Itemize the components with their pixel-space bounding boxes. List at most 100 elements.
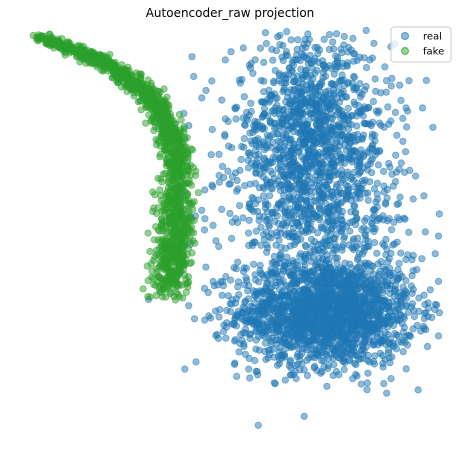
- point-fake: [176, 231, 184, 239]
- point-real: [346, 219, 354, 227]
- point-real: [244, 229, 253, 237]
- point-real: [426, 286, 434, 294]
- point-real: [215, 150, 223, 158]
- point-real: [255, 151, 263, 159]
- point-real: [396, 193, 404, 201]
- point-real: [319, 139, 327, 147]
- point-real: [420, 291, 428, 299]
- point-real: [305, 275, 314, 284]
- point-real: [351, 209, 360, 217]
- point-real: [289, 213, 298, 221]
- point-real: [354, 101, 363, 110]
- point-real: [279, 132, 287, 140]
- point-real: [296, 130, 305, 138]
- point-real: [227, 48, 235, 56]
- point-real: [265, 192, 274, 200]
- point-real: [319, 356, 328, 364]
- point-real: [363, 261, 371, 269]
- point-real: [315, 288, 323, 296]
- point-real: [362, 214, 370, 222]
- point-real: [232, 115, 240, 123]
- point-real: [434, 232, 443, 240]
- point-real: [261, 29, 269, 37]
- point-fake: [150, 95, 158, 103]
- point-real: [322, 208, 331, 216]
- legend-marker-real: [401, 32, 409, 40]
- point-real: [285, 297, 293, 306]
- point-real: [382, 235, 390, 243]
- point-real: [319, 74, 327, 82]
- point-fake: [180, 205, 189, 213]
- point-real: [257, 241, 265, 249]
- point-real: [240, 264, 248, 272]
- point-fake: [152, 281, 160, 289]
- point-real: [360, 303, 368, 311]
- point-real: [261, 204, 270, 212]
- point-real: [271, 119, 279, 127]
- plot-area: [29, 26, 444, 429]
- point-real: [403, 341, 412, 349]
- point-real: [362, 64, 371, 72]
- point-real: [340, 234, 348, 243]
- point-real: [410, 306, 418, 315]
- point-fake: [175, 110, 183, 119]
- point-real: [398, 273, 406, 281]
- point-real: [401, 287, 409, 295]
- point-real: [226, 180, 234, 188]
- point-real: [282, 71, 290, 79]
- series-fake: [29, 30, 202, 304]
- point-real: [403, 107, 412, 115]
- point-real: [336, 137, 344, 145]
- point-real: [330, 279, 338, 287]
- point-real: [327, 321, 336, 330]
- point-fake: [178, 255, 186, 263]
- point-fake: [112, 77, 121, 85]
- point-real: [320, 247, 328, 255]
- point-real: [360, 54, 368, 62]
- point-real: [267, 178, 275, 187]
- point-real: [294, 36, 302, 44]
- point-real: [232, 265, 240, 273]
- point-real: [261, 339, 269, 347]
- point-fake: [179, 225, 187, 233]
- point-fake: [190, 229, 198, 237]
- point-real: [268, 326, 276, 334]
- point-real: [350, 298, 358, 306]
- point-fake: [142, 87, 150, 96]
- point-real: [284, 185, 292, 193]
- point-real: [385, 354, 393, 362]
- point-real: [340, 265, 348, 273]
- point-real: [362, 82, 370, 91]
- point-real: [270, 313, 278, 321]
- point-real: [408, 300, 417, 308]
- point-real: [387, 374, 395, 383]
- point-fake: [184, 179, 192, 187]
- point-real: [423, 342, 432, 351]
- point-real: [295, 338, 303, 347]
- point-real: [226, 209, 234, 218]
- point-fake: [162, 155, 170, 163]
- point-real: [307, 325, 316, 333]
- point-real: [207, 151, 215, 159]
- point-real: [222, 272, 230, 281]
- point-fake: [150, 204, 158, 212]
- point-real: [290, 278, 298, 286]
- point-real: [362, 26, 370, 35]
- point-real: [283, 253, 291, 261]
- point-real: [238, 142, 246, 150]
- point-real: [300, 285, 308, 293]
- point-real: [379, 167, 388, 175]
- point-real: [360, 224, 368, 232]
- point-real: [279, 276, 287, 285]
- point-fake: [146, 293, 154, 301]
- point-real: [241, 304, 249, 313]
- point-real: [374, 283, 383, 291]
- point-real: [200, 226, 209, 234]
- point-real: [429, 123, 437, 131]
- point-real: [357, 380, 365, 388]
- point-real: [399, 114, 407, 123]
- point-real: [396, 81, 404, 89]
- point-real: [300, 366, 308, 374]
- point-real: [291, 361, 299, 369]
- point-real: [222, 323, 231, 331]
